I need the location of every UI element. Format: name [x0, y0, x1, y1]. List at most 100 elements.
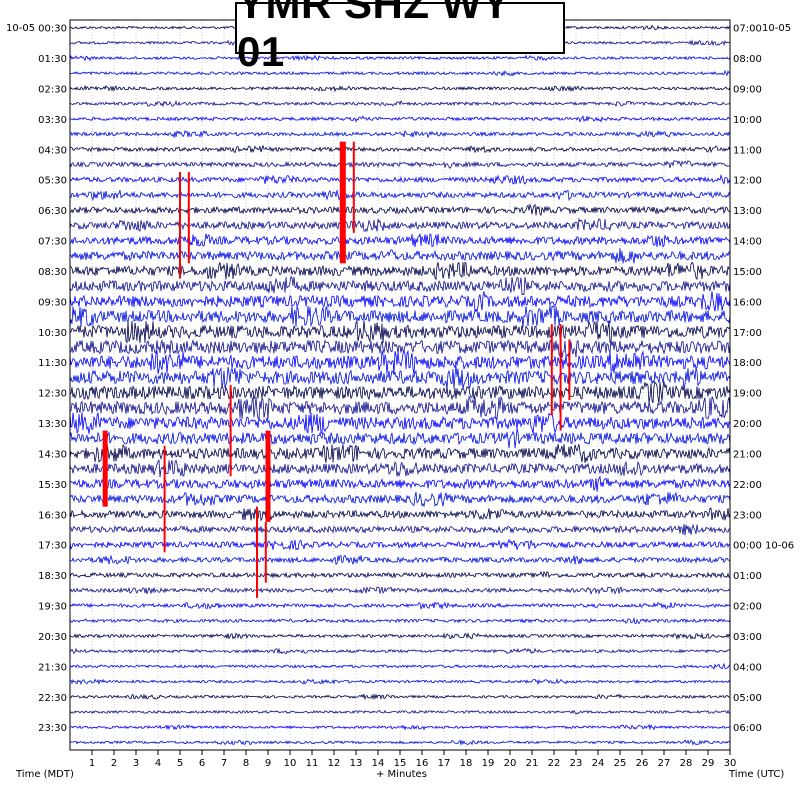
left-time-label: 09:30 [38, 297, 67, 308]
left-time-label: 04:30 [38, 145, 67, 156]
event-marker [256, 506, 258, 598]
trace-line [69, 616, 731, 625]
right-time-label: 01:00 [733, 571, 762, 582]
x-tick-label: 19 [482, 758, 495, 769]
trace-line [69, 523, 731, 536]
left-time-label: 19:30 [38, 602, 67, 613]
x-tick-label: 12 [328, 758, 341, 769]
x-axis-label: + Minutes [376, 769, 427, 780]
event-marker [179, 172, 181, 279]
right-time-label: 19:00 [733, 389, 762, 400]
right-time-label: 11:00 [733, 145, 762, 156]
x-axis-ticks: 1 2 3 4 5 6 7 8 9 10 11 12 13 14 15 16 17 18 19 20 21 22 23 24 2… [89, 750, 737, 769]
trace-line [69, 723, 731, 731]
trace-line [69, 443, 731, 463]
event-marker [339, 141, 346, 264]
x-tick-label: 27 [658, 758, 671, 769]
right-time-label: 14:00 [733, 237, 762, 248]
x-tick-label: 8 [243, 758, 249, 769]
left-time-label: 05:30 [38, 176, 67, 187]
trace-line [69, 647, 731, 655]
left-time-label: 06:30 [38, 206, 67, 217]
trace-line [69, 100, 731, 108]
event-marker [264, 521, 267, 583]
left-time-label: 02:30 [38, 84, 67, 95]
x-tick-label: 2 [111, 758, 117, 769]
event-marker [102, 430, 108, 507]
left-time-label: 17:30 [38, 541, 67, 552]
right-time-axis: 07:00 08:00 09:00 10:00 11:00 12:00 13:00 14:00… [733, 24, 794, 735]
left-time-label: 12:30 [38, 389, 67, 400]
x-tick-label: 25 [614, 758, 627, 769]
event-marker [559, 324, 562, 431]
right-time-label: 08:00 [733, 54, 762, 65]
trace-line [69, 339, 731, 360]
right-axis-label: Time (UTC) [728, 769, 784, 780]
x-tick-label: 17 [438, 758, 451, 769]
x-tick-label: 13 [350, 758, 363, 769]
trace-line [69, 491, 731, 508]
x-tick-label: 18 [460, 758, 473, 769]
trace-line [69, 586, 731, 596]
trace-line [69, 428, 731, 449]
right-time-label: 05:00 [733, 693, 762, 704]
left-time-label: 03:30 [38, 115, 67, 126]
trace-line [69, 129, 731, 139]
trace-line [69, 320, 731, 344]
right-time-label: 07:00 [733, 24, 762, 35]
trace-line [69, 739, 731, 746]
trace-line [70, 69, 731, 77]
right-time-label: 17:00 [733, 328, 762, 339]
event-marker [229, 385, 232, 477]
right-time-label: 21:00 [733, 449, 762, 460]
left-time-label: 13:30 [38, 419, 67, 430]
trace-line [69, 366, 731, 390]
x-tick-label: 28 [680, 758, 693, 769]
right-time-label: 23:00 [733, 510, 762, 521]
trace-line [69, 275, 731, 296]
x-tick-label: 6 [199, 758, 205, 769]
right-time-label: 18:00 [733, 358, 762, 369]
left-time-label: 11:30 [38, 358, 67, 369]
trace-line [69, 662, 731, 670]
left-time-label: 07:30 [38, 237, 67, 248]
right-time-label: 02:00 [733, 602, 762, 613]
left-time-axis: 00:30 01:30 02:30 03:30 04:30 05:30 06:30 07:30… [38, 24, 67, 735]
left-time-label: 18:30 [38, 571, 67, 582]
x-tick-label: 1 [89, 758, 95, 769]
plot-background [70, 20, 730, 750]
date-left: 10-05 [6, 23, 35, 34]
x-tick-label: 9 [265, 758, 271, 769]
event-markers [102, 141, 571, 598]
left-time-label: 01:30 [38, 54, 67, 65]
trace-line [69, 144, 731, 154]
right-time-label: 10:00 [733, 115, 762, 126]
trace-line [69, 459, 731, 478]
trace-line [69, 305, 731, 328]
left-time-label: 15:30 [38, 480, 67, 491]
x-tick-label: 22 [548, 758, 561, 769]
trace-line [69, 412, 731, 434]
x-tick-label: 7 [221, 758, 227, 769]
event-marker [352, 141, 355, 233]
event-marker [550, 324, 553, 416]
chart-title: YMR SHZ WY 01 [237, 0, 510, 75]
x-tick-label: 26 [636, 758, 649, 769]
left-time-label: 23:30 [38, 723, 67, 734]
trace-line [69, 115, 731, 123]
trace-line [69, 160, 731, 170]
x-tick-label: 4 [155, 758, 161, 769]
left-time-label: 14:30 [38, 449, 67, 460]
right-time-label: 16:00 [733, 297, 762, 308]
trace-line [69, 601, 731, 610]
trace-line [69, 349, 731, 375]
x-tick-label: 5 [177, 758, 183, 769]
left-time-label: 21:30 [38, 662, 67, 673]
right-time-label: 09:00 [733, 84, 762, 95]
x-tick-label: 30 [724, 758, 737, 769]
right-time-label: 12:00 [733, 176, 762, 187]
date-right: 10-05 [762, 23, 791, 34]
x-tick-label: 15 [394, 758, 407, 769]
trace-line [69, 554, 731, 565]
right-time-label: 13:00 [733, 206, 762, 217]
